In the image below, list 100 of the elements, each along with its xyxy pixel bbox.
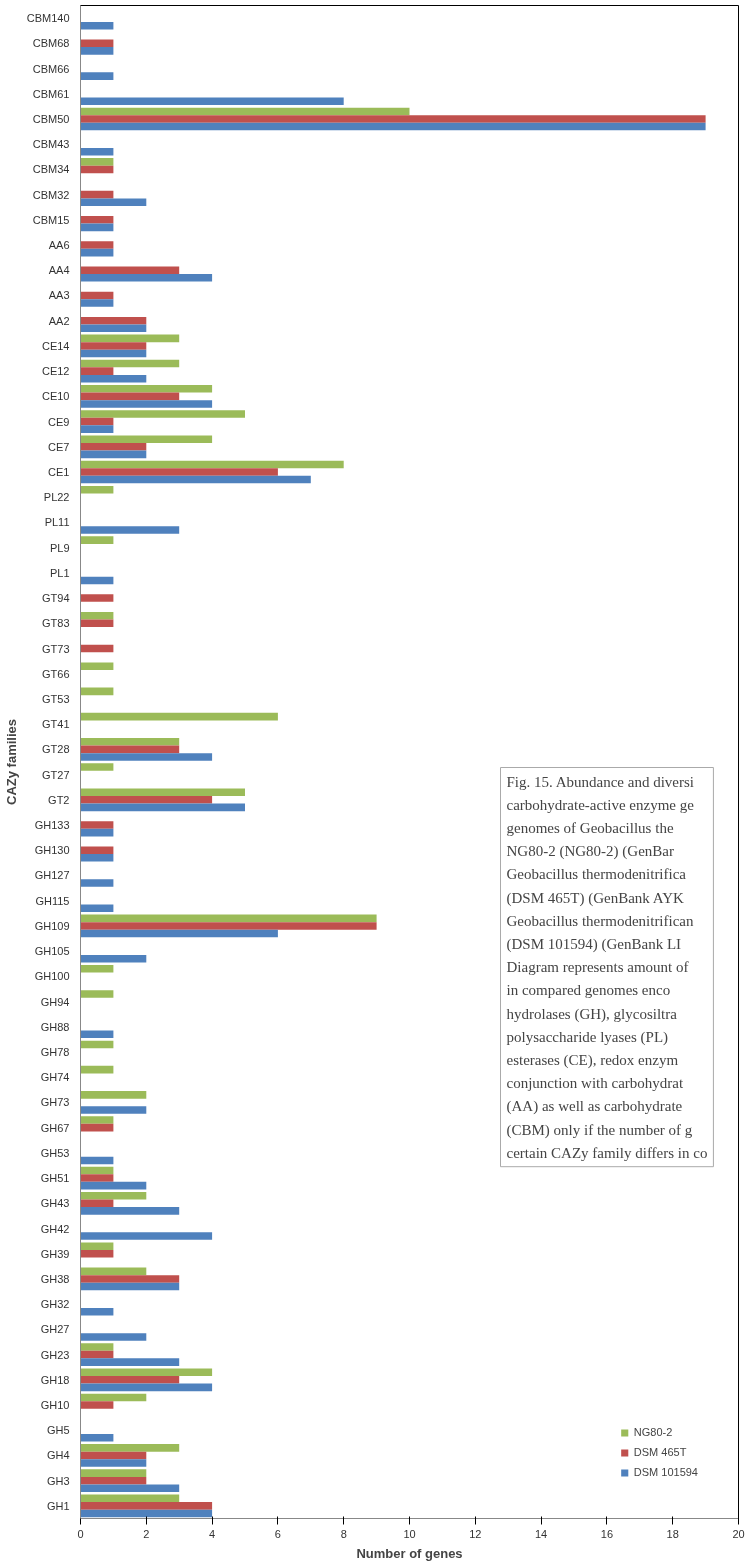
bar: [80, 299, 114, 307]
bar: [80, 922, 377, 930]
bar: [80, 745, 180, 754]
bar: [80, 1091, 147, 1099]
bar: [80, 165, 114, 174]
y-tick-label: GH100: [34, 970, 70, 983]
bar: [80, 662, 114, 670]
bar: [80, 367, 114, 375]
y-tick-label: CBM15: [32, 213, 70, 226]
bar: [80, 846, 114, 855]
bar: [80, 1040, 114, 1049]
y-tick-label: PL1: [49, 566, 70, 579]
bar: [80, 435, 213, 444]
y-tick-label: GH23: [40, 1348, 70, 1361]
bar: [80, 1275, 180, 1283]
x-tick-label: 2: [143, 1527, 150, 1540]
bar: [80, 1181, 147, 1190]
y-tick-label: CE7: [48, 440, 70, 453]
bar: [80, 1166, 114, 1175]
bar: [80, 385, 213, 393]
bar: [80, 147, 114, 156]
bar: [80, 803, 245, 812]
y-tick-label: GH3: [46, 1474, 70, 1487]
y-tick-label: CE9: [48, 415, 70, 428]
bar: [80, 536, 114, 544]
y-tick-label: PL11: [44, 516, 70, 529]
bar: [80, 359, 180, 368]
bar: [80, 1030, 114, 1039]
bar: [80, 687, 114, 696]
bar: [80, 1199, 114, 1208]
y-tick-label: GH130: [34, 844, 70, 857]
bar: [80, 450, 147, 459]
bar: [80, 316, 147, 325]
y-tick-label: CBM61: [32, 87, 70, 100]
bar: [80, 1368, 213, 1377]
bar: [80, 468, 278, 476]
bar: [80, 1502, 213, 1510]
bar: [80, 1116, 114, 1124]
y-tick-label: GH94: [40, 995, 70, 1008]
bar: [80, 1156, 114, 1165]
x-tick-label: 18: [666, 1527, 679, 1540]
bar: [80, 248, 114, 257]
bar: [80, 443, 147, 451]
bar: [80, 122, 706, 131]
bar: [80, 1307, 114, 1316]
bar: [80, 1376, 180, 1384]
bar: [80, 594, 114, 602]
bar: [80, 198, 147, 206]
bar: [80, 821, 114, 829]
y-tick-label: CE14: [41, 339, 70, 352]
bar: [80, 1282, 180, 1291]
bar: [80, 954, 147, 963]
y-tick-label: CBM66: [32, 62, 70, 75]
y-tick-label: GT66: [41, 667, 70, 680]
bar: [80, 1383, 213, 1392]
legend-label: NG80-2: [633, 1426, 673, 1438]
bar: [80, 526, 180, 534]
bar: [80, 1065, 114, 1074]
bar: [80, 1249, 114, 1258]
bar: [80, 1401, 114, 1409]
bar: [80, 324, 147, 333]
bar: [80, 417, 114, 426]
bar: [80, 485, 114, 494]
y-tick-label: GT73: [41, 642, 70, 655]
bar: [80, 1393, 147, 1402]
bar: [80, 1469, 147, 1477]
bar: [80, 1123, 114, 1132]
y-tick-label: GH4: [46, 1449, 70, 1462]
bar: [80, 223, 114, 232]
y-tick-label: CBM34: [32, 163, 70, 176]
bar: [80, 107, 410, 116]
y-tick-label: GH5: [46, 1424, 70, 1437]
bar: [80, 39, 114, 48]
bar: [80, 763, 114, 771]
y-tick-label: GT83: [41, 617, 70, 630]
y-tick-label: PL22: [43, 491, 70, 504]
y-tick-label: AA2: [48, 314, 70, 327]
y-tick-label: GH78: [40, 1045, 70, 1058]
bar: [80, 1358, 180, 1366]
bar: [80, 854, 114, 862]
x-axis-title: Number of genes: [356, 1545, 463, 1561]
bar: [80, 929, 278, 938]
y-tick-label: GH53: [40, 1146, 70, 1159]
y-tick-label: GT41: [41, 718, 70, 731]
bar: [80, 712, 278, 721]
bar: [80, 47, 114, 55]
bar: [80, 334, 180, 343]
bar: [80, 1509, 213, 1518]
bar: [80, 1333, 147, 1341]
bar: [80, 1350, 114, 1359]
bar: [80, 1459, 147, 1467]
bar: [80, 1106, 147, 1114]
y-tick-label: GH18: [40, 1373, 70, 1386]
bar: [80, 241, 114, 249]
y-tick-label: GT27: [41, 768, 70, 781]
y-tick-label: CBM50: [32, 112, 70, 125]
y-tick-label: GH1: [46, 1499, 70, 1512]
bar: [80, 1494, 180, 1503]
bar: [80, 1174, 114, 1182]
bar: [80, 611, 114, 620]
